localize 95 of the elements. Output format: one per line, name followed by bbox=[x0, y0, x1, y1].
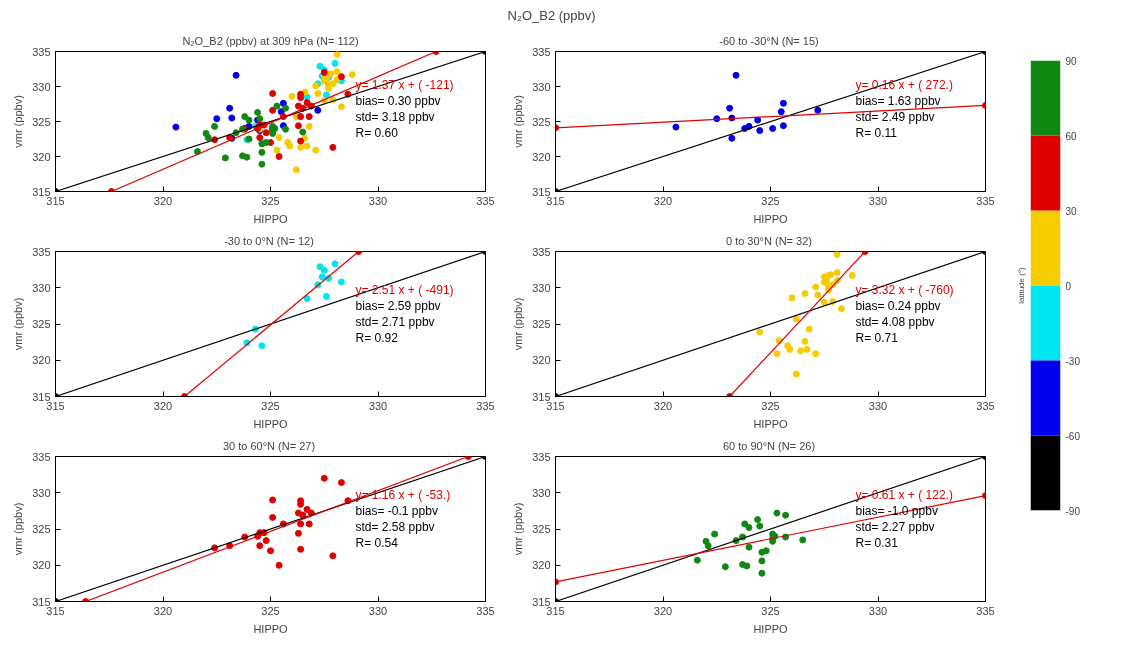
y-tick-label: 0 bbox=[1065, 280, 1072, 292]
y-tick-label: 330 bbox=[32, 281, 51, 294]
x-tick-label: 320 bbox=[153, 194, 173, 207]
y-tick-label: 330 bbox=[532, 281, 551, 294]
annotation: y= 3.32 x + ( -760) bbox=[855, 282, 954, 297]
x-tick-label: 325 bbox=[261, 194, 280, 207]
annotation: R= 0.60 bbox=[355, 125, 399, 140]
y-tick-label: 335 bbox=[32, 450, 51, 463]
annotation: bias= 0.30 ppbv bbox=[355, 93, 441, 108]
x-tick-label: 330 bbox=[868, 399, 888, 412]
x-axis-title: HIPPO bbox=[753, 622, 789, 635]
y-tick-label: 330 bbox=[32, 80, 51, 93]
y-axis-title: vmr (ppbv) bbox=[12, 502, 25, 556]
y-tick-label: 325 bbox=[32, 318, 51, 330]
x-tick-label: 335 bbox=[476, 604, 495, 617]
annotation: R= 0.54 bbox=[355, 535, 399, 550]
x-axis-title: HIPPO bbox=[253, 622, 289, 635]
annotation: y= 0.61 x + ( 122.) bbox=[855, 487, 953, 502]
x-tick-label: 335 bbox=[476, 194, 495, 207]
y-tick-label: 90 bbox=[1065, 55, 1078, 67]
y-tick-label: 335 bbox=[32, 45, 51, 58]
chart-title: N₂O_B2 (ppbv) at 309 hPa (N= 112) bbox=[182, 34, 359, 47]
x-axis-title: HIPPO bbox=[253, 417, 289, 430]
annotation: bias= 1.63 ppbv bbox=[855, 93, 941, 108]
y-tick-label: 320 bbox=[532, 150, 551, 163]
x-tick-label: 335 bbox=[476, 399, 495, 412]
x-tick-label: 320 bbox=[153, 399, 173, 412]
y-tick-label: 325 bbox=[32, 523, 51, 535]
y-tick-label: 335 bbox=[532, 450, 551, 463]
y-axis-title: vmr (ppbv) bbox=[12, 95, 25, 148]
y-axis-title: latitude (°) bbox=[1016, 266, 1026, 304]
x-axis-title: HIPPO bbox=[753, 417, 789, 430]
y-tick-label: 320 bbox=[32, 354, 51, 367]
x-tick-label: 330 bbox=[368, 604, 388, 617]
annotation: bias= 0.24 ppbv bbox=[855, 298, 941, 313]
y-tick-label: 320 bbox=[532, 559, 551, 572]
y-tick-label: 330 bbox=[532, 486, 551, 499]
y-tick-label: 325 bbox=[532, 115, 551, 128]
y-tick-label: 320 bbox=[32, 559, 51, 572]
x-tick-label: 335 bbox=[976, 399, 995, 412]
y-tick-label: 330 bbox=[32, 486, 51, 499]
x-tick-label: 330 bbox=[368, 194, 388, 207]
x-tick-label: 325 bbox=[261, 399, 280, 412]
annotation: std= 4.08 ppbv bbox=[855, 314, 935, 329]
annotation: std= 2.71 ppbv bbox=[355, 314, 435, 329]
annotation: R= 0.31 bbox=[855, 535, 899, 550]
annotation: R= 0.11 bbox=[855, 125, 898, 140]
chart-title: 0 to 30°N (N= 32) bbox=[725, 234, 812, 247]
x-tick-label: 325 bbox=[761, 604, 780, 617]
y-tick-label: -90 bbox=[1065, 505, 1081, 517]
y-tick-label: 325 bbox=[532, 318, 551, 330]
annotation: std= 2.58 ppbv bbox=[355, 519, 435, 534]
x-tick-label: 325 bbox=[761, 194, 780, 207]
y-tick-label: 335 bbox=[532, 245, 551, 258]
annotation: R= 0.92 bbox=[355, 330, 399, 345]
y-tick-label: 325 bbox=[532, 523, 551, 535]
y-tick-label: 330 bbox=[532, 80, 551, 93]
annotation: std= 2.49 ppbv bbox=[855, 109, 935, 124]
chart-subtitle: N₂O_B2 (ppbv) bbox=[507, 7, 596, 23]
chart-title: -30 to 0°N (N= 12) bbox=[224, 234, 314, 247]
y-tick-label: 335 bbox=[532, 45, 551, 58]
y-tick-label: -60 bbox=[1065, 430, 1081, 442]
x-tick-label: 330 bbox=[868, 604, 888, 617]
x-tick-label: 325 bbox=[261, 604, 280, 617]
x-tick-label: 335 bbox=[976, 194, 995, 207]
x-tick-label: 320 bbox=[153, 604, 173, 617]
y-tick-label: 30 bbox=[1065, 205, 1078, 217]
chart-title: 30 to 60°N (N= 27) bbox=[222, 439, 316, 452]
x-axis-title: HIPPO bbox=[753, 212, 789, 225]
annotation: std= 2.27 ppbv bbox=[855, 519, 935, 534]
y-axis-title: vmr (ppbv) bbox=[12, 297, 25, 351]
annotation: R= 0.71 bbox=[855, 330, 899, 345]
y-axis-title: vmr (ppbv) bbox=[512, 95, 525, 148]
y-tick-label: -30 bbox=[1065, 355, 1081, 367]
x-axis-title: HIPPO bbox=[253, 212, 289, 225]
y-tick-label: 335 bbox=[32, 245, 51, 258]
x-tick-label: 335 bbox=[976, 604, 995, 617]
x-tick-label: 320 bbox=[653, 194, 673, 207]
x-tick-label: 330 bbox=[868, 194, 888, 207]
y-tick-label: 320 bbox=[32, 150, 51, 163]
annotation: bias= -0.1 ppbv bbox=[355, 503, 438, 518]
annotation: std= 3.18 ppbv bbox=[355, 109, 435, 124]
x-tick-label: 320 bbox=[653, 399, 673, 412]
annotation: bias= 2.59 ppbv bbox=[355, 298, 441, 313]
y-tick-label: 320 bbox=[532, 354, 551, 367]
chart-title: -60 to -30°N (N= 15) bbox=[719, 34, 819, 47]
x-tick-label: 330 bbox=[368, 399, 388, 412]
y-tick-label: 325 bbox=[32, 115, 51, 128]
y-axis-title: vmr (ppbv) bbox=[512, 297, 525, 351]
y-axis-title: vmr (ppbv) bbox=[512, 502, 525, 556]
x-tick-label: 325 bbox=[761, 399, 780, 412]
x-tick-label: 320 bbox=[653, 604, 673, 617]
chart-title: 60 to 90°N (N= 26) bbox=[722, 439, 816, 452]
annotation: y= 2.51 x + ( -491) bbox=[355, 282, 454, 297]
y-tick-label: 60 bbox=[1065, 130, 1078, 142]
